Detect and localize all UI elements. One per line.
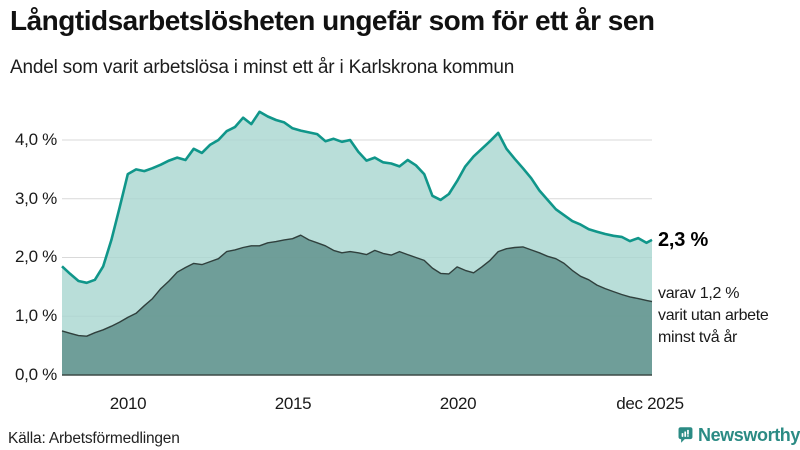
- y-axis-tick-2: 2,0 %: [15, 247, 57, 266]
- y-axis-tick-4: 4,0 %: [15, 130, 57, 149]
- x-axis-tick-dec-2025: dec 2025: [616, 394, 684, 413]
- y-axis-tick-1: 1,0 %: [15, 306, 57, 325]
- chart-subtitle: Andel som varit arbetslösa i minst ett å…: [10, 57, 515, 78]
- source-attribution: Källa: Arbetsförmedlingen: [8, 430, 180, 447]
- newsworthy-speech-bubble-icon: [678, 427, 693, 443]
- newsworthy-logo: Newsworthy: [678, 422, 800, 448]
- latest-value-label: 2,3 %: [658, 229, 709, 251]
- newsworthy-wordmark: Newsworthy: [697, 424, 800, 445]
- secondary-annotation-line2: varit utan arbete: [658, 307, 769, 324]
- x-axis-tick-2015: 2015: [274, 394, 312, 413]
- page-title: Långtidsarbetslösheten ungefär som för e…: [10, 5, 655, 36]
- series-line-min-one-year: [61, 110, 653, 285]
- series-line-min-two-years: [61, 234, 653, 337]
- secondary-annotation-line3: minst två år: [658, 329, 738, 346]
- y-axis-tick-0: 0,0 %: [15, 365, 57, 384]
- secondary-annotation-line1: varav 1,2 %: [658, 285, 740, 302]
- series-area-min-two-years: [62, 235, 652, 375]
- x-axis-tick-2020: 2020: [439, 394, 477, 413]
- secondary-annotation: varav 1,2 % varit utan arbete minst två …: [658, 283, 800, 349]
- x-axis-tick-2010: 2010: [109, 394, 147, 413]
- y-axis-tick-3: 3,0 %: [15, 189, 57, 208]
